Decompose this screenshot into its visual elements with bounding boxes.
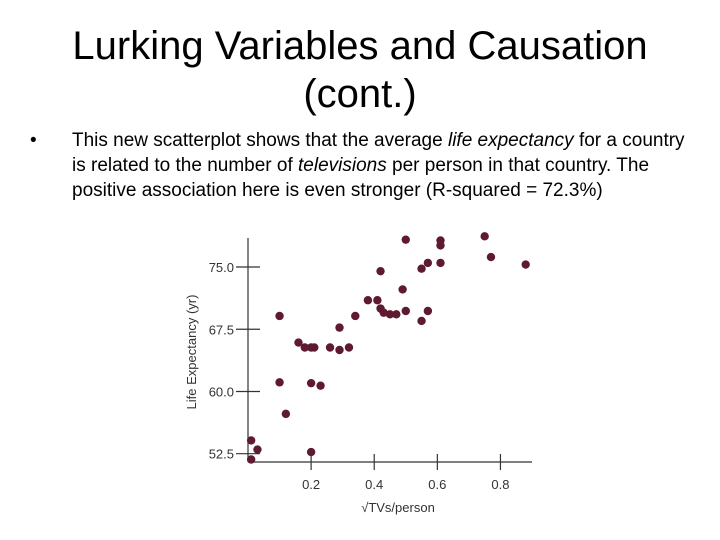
data-point — [376, 266, 385, 276]
data-point — [253, 445, 262, 454]
data-point — [423, 258, 433, 268]
data-point — [275, 311, 284, 321]
data-points — [246, 232, 530, 464]
data-point — [521, 260, 530, 269]
data-point — [373, 296, 382, 305]
data-point — [398, 285, 407, 294]
axis-ticks: 0.2 0.4 0.6 0.8 52.5 60.0 67.5 75.0 — [209, 260, 510, 492]
bullet-text-part: This new scatterplot shows that the aver… — [72, 130, 448, 151]
y-tick-label: 52.5 — [209, 447, 234, 462]
data-point — [417, 264, 426, 273]
data-point — [246, 455, 256, 464]
data-point — [294, 338, 303, 347]
data-point — [385, 310, 395, 319]
data-point — [401, 235, 410, 244]
data-point — [335, 345, 344, 355]
data-point — [344, 343, 354, 352]
data-point — [306, 378, 316, 388]
data-point — [335, 323, 344, 332]
data-point — [275, 378, 284, 387]
data-point — [325, 343, 335, 352]
bullet-emphasis-televisions: televisions — [298, 155, 387, 176]
data-point — [401, 306, 410, 316]
data-point — [351, 311, 360, 321]
bullet-marker: • — [30, 130, 37, 151]
y-axis-label: Life Expectancy (yr) — [184, 295, 199, 410]
data-point — [392, 310, 401, 319]
title-line-1: Lurking Variables and Causation — [72, 24, 648, 68]
data-point — [246, 436, 256, 445]
data-point — [423, 306, 433, 316]
data-point — [480, 232, 489, 241]
x-tick-label: 0.6 — [428, 477, 446, 492]
bullet-text-part: per person in that country. The positive… — [72, 155, 650, 201]
data-point — [417, 316, 426, 326]
x-tick-label: 0.8 — [491, 477, 509, 492]
data-point — [363, 296, 373, 305]
bullet-text: This new scatterplot shows that the aver… — [72, 128, 687, 203]
x-axis-label: √TVs/person — [361, 500, 435, 515]
slide-title: Lurking Variables and Causation (cont.) — [0, 22, 720, 118]
data-point — [316, 381, 325, 390]
x-tick-label: 0.2 — [302, 477, 320, 492]
y-tick-label: 67.5 — [209, 322, 234, 337]
data-point — [486, 252, 496, 262]
data-point — [310, 343, 319, 352]
title-line-2: (cont.) — [303, 72, 417, 116]
data-point — [379, 308, 388, 317]
bullet-emphasis-life-expectancy: life expectancy — [447, 130, 574, 151]
data-point — [281, 409, 291, 419]
data-point — [436, 258, 445, 268]
data-point — [436, 236, 445, 245]
data-point — [300, 343, 309, 352]
x-tick-label: 0.4 — [365, 477, 383, 492]
y-tick-label: 75.0 — [209, 260, 234, 275]
y-tick-label: 60.0 — [209, 384, 234, 399]
bullet-text-part: for a country is related to the number o… — [72, 130, 685, 176]
data-point — [306, 447, 316, 457]
